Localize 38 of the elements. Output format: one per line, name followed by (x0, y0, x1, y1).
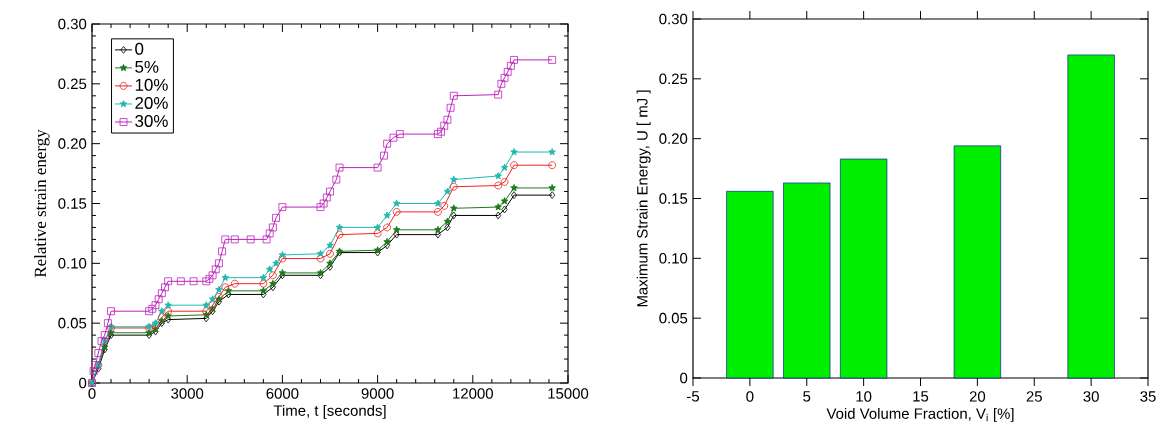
legend-label: 0 (135, 42, 144, 55)
y-tick-label: 0.20 (659, 133, 688, 144)
x-tick-label: -5 (687, 391, 700, 402)
y-axis-title: Relative strain energy (34, 129, 50, 278)
x-tick-label: 25 (1026, 391, 1042, 402)
y-tick-label: 0.15 (58, 198, 87, 209)
x-tick-label: 35 (1140, 391, 1156, 402)
y-tick-label: 0.10 (659, 253, 688, 264)
legend-label: 10% (135, 78, 168, 91)
y-tick-label: 0.15 (659, 193, 688, 204)
y-tick-label: 0.20 (58, 138, 87, 149)
legend-label: 5% (135, 60, 159, 73)
y-tick-label: 0 (680, 372, 688, 384)
legend-label: 20% (135, 96, 168, 109)
y-tick-label: 0 (79, 377, 87, 389)
y-tick-label: 0.10 (58, 258, 87, 269)
y-tick-label: 0.05 (58, 317, 87, 329)
x-tick-label: 5 (803, 391, 811, 402)
x-tick-label: 30 (1083, 391, 1099, 402)
x-tick-label: 9000 (361, 388, 394, 399)
x-tick-label: 15000 (548, 388, 589, 399)
x-axis-title: Void Volume Fraction, V$_{i}$ [%] (826, 407, 1014, 422)
legend-label: 30% (135, 114, 168, 127)
x-tick-label: 10 (856, 391, 872, 402)
y-axis-title: Maximum Strain Energy, U [ mJ ] (636, 90, 651, 307)
x-tick-label: 0 (746, 391, 754, 402)
x-tick-label: 3000 (171, 388, 204, 399)
y-tick-label: 0.30 (58, 18, 87, 30)
x-axis-title: Time, t [seconds] (273, 404, 386, 419)
y-tick-label: 0.05 (659, 312, 688, 324)
x-tick-label: 0 (88, 388, 96, 399)
y-tick-label: 0.30 (659, 13, 688, 25)
x-tick-label: 6000 (266, 388, 299, 399)
x-tick-label: 12000 (453, 388, 493, 399)
x-tick-label: 15 (913, 391, 929, 402)
x-tick-label: 20 (969, 391, 986, 402)
y-tick-label: 0.25 (659, 73, 688, 85)
y-tick-label: 0.25 (58, 78, 87, 90)
